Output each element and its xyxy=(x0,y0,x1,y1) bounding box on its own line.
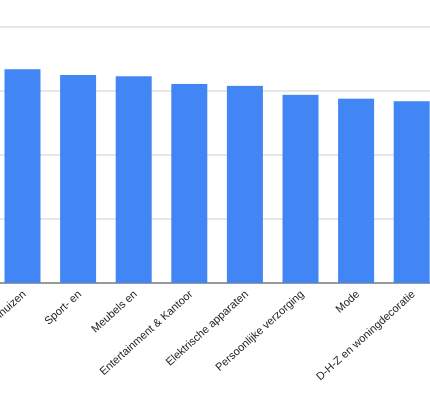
x-tick-label: Sport- en xyxy=(42,288,84,327)
bar xyxy=(338,98,375,284)
bar xyxy=(282,94,319,283)
bar xyxy=(226,85,263,283)
x-tick-label: Entertainment & Kantoor xyxy=(98,288,196,378)
x-tick-label: D-H-Z en woningdecoratie xyxy=(314,288,417,383)
bar xyxy=(115,76,152,283)
bar xyxy=(4,69,41,284)
x-tick-label: Meubels en xyxy=(89,288,139,335)
bar xyxy=(393,101,430,284)
bar xyxy=(60,75,97,283)
bar xyxy=(171,83,208,284)
x-tick-label: Warenhuizen xyxy=(0,288,29,340)
x-tick-label: Mode xyxy=(334,288,362,315)
